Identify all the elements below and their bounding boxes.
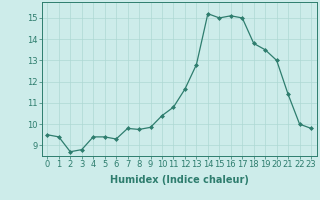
X-axis label: Humidex (Indice chaleur): Humidex (Indice chaleur) bbox=[110, 175, 249, 185]
